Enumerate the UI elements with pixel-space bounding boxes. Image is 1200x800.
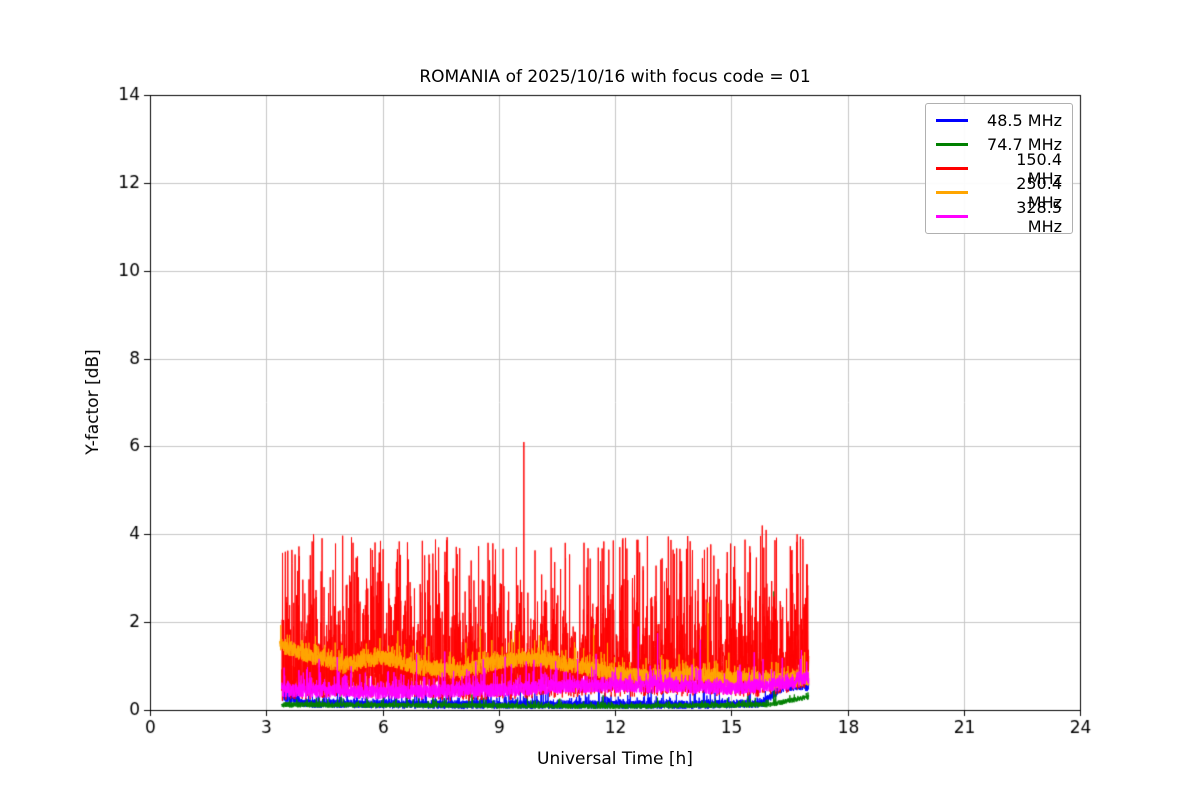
legend-item: 150.4 MHz <box>936 150 1062 188</box>
legend-line-swatch <box>936 215 968 218</box>
legend-line-swatch <box>936 119 968 122</box>
legend: 48.5 MHz 74.7 MHz 150.4 MHz 250.4 MHz 328.5 … <box>925 103 1073 236</box>
y-axis-label: Y-factor [dB] <box>83 349 103 455</box>
legend-label: 48.5 MHz <box>987 111 1062 130</box>
chart-title: ROMANIA of 2025/10/16 with focus code = … <box>419 67 811 87</box>
legend-label: 150.4 MHz <box>1016 149 1062 188</box>
legend-line-swatch <box>936 167 968 170</box>
legend-line-swatch <box>936 191 968 194</box>
legend-item: 328.5 MHz <box>936 198 1062 236</box>
legend-item: 48.5 MHz <box>936 111 1062 130</box>
legend-item: 74.7 MHz <box>936 135 1062 154</box>
legend-label: 74.7 MHz <box>987 135 1062 154</box>
legend-item: 250.4 MHz <box>936 174 1062 212</box>
x-axis-label: Universal Time [h] <box>537 749 693 769</box>
legend-line-swatch <box>936 143 968 146</box>
legend-label: 328.5 MHz <box>1016 197 1062 236</box>
legend-label: 250.4 MHz <box>1016 173 1062 212</box>
